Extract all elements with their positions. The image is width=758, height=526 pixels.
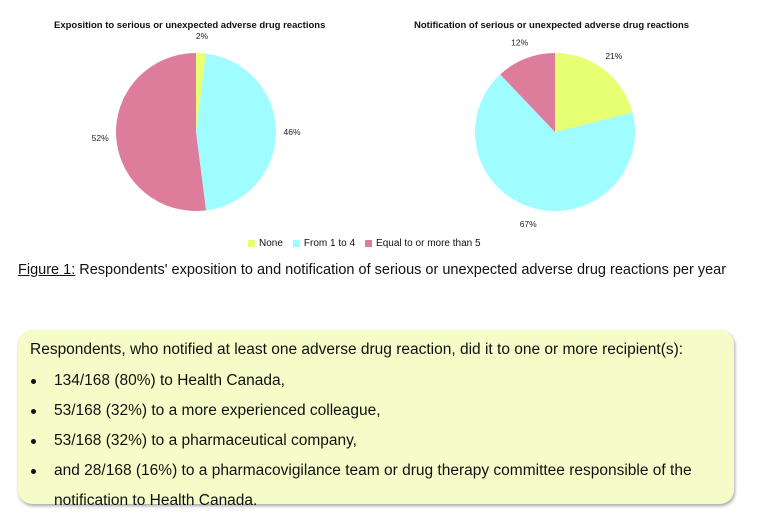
legend-swatch [292,239,300,247]
list-item: 53/168 (32%) to a pharmaceutical company… [28,426,724,456]
pie-slice-0-1 [196,53,276,211]
pie-slice-1-2 [500,53,555,132]
pie-slice-1-1 [475,74,635,212]
legend-item-1-to-4: From 1 to 4 [292,238,356,249]
data-label: 2% [196,31,209,41]
summary-intro: Respondents, who notified at least one a… [30,341,684,358]
list-item: 53/168 (32%) to a more experienced colle… [28,396,724,426]
legend-label: None [259,238,283,249]
chart-title-notification: Notification of serious or unexpected ad… [414,20,690,31]
list-item: 134/168 (80%) to Health Canada, [28,366,724,396]
pie-slice-0-2 [116,53,207,211]
legend-swatch [248,239,255,247]
data-label: 12% [511,38,528,48]
legend-label: Equal to or more than 5 [376,238,481,249]
legend: None From 1 to 4 Equal to or more than 5 [248,238,481,249]
data-label: 67% [520,219,537,229]
recipient-list: 134/168 (80%) to Health Canada, 53/168 (… [28,366,724,516]
figure-number: Figure 1: [18,262,76,278]
legend-item-none: None [248,238,283,249]
legend-item-5-plus: Equal to or more than 5 [365,238,481,249]
pie-charts: 2% 46% 52% 21% 67% 12% [92,31,635,229]
legend-label: From 1 to 4 [303,238,356,249]
pie-slice-0-0 [196,53,207,132]
pie-slice-1-0 [555,53,633,132]
list-item: and 28/168 (16%) to a pharmacovigilance … [28,456,724,516]
figure-caption: Figure 1: Respondents' exposition to and… [18,260,738,281]
legend-swatch [365,239,373,247]
chart-title-exposition: Exposition to serious or unexpected adve… [54,20,326,31]
summary-box: Respondents, who notified at least one a… [18,330,734,509]
data-label: 52% [92,133,109,143]
data-label: 21% [605,51,622,61]
data-label: 46% [283,127,300,137]
caption-text: Respondents' exposition to and notificat… [75,262,727,278]
